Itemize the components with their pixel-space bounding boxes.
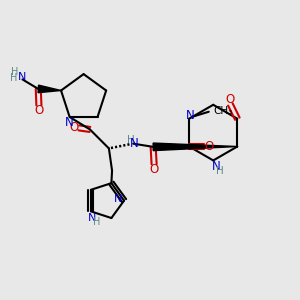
Text: N: N	[65, 116, 74, 129]
Text: CH₃: CH₃	[213, 106, 232, 116]
Text: O: O	[226, 93, 235, 106]
Text: H: H	[127, 135, 135, 145]
Text: O: O	[205, 140, 214, 153]
Text: N: N	[130, 136, 139, 149]
Polygon shape	[153, 143, 237, 151]
Text: N: N	[186, 109, 195, 122]
Text: N: N	[212, 160, 221, 172]
Text: H: H	[10, 73, 17, 82]
Text: H: H	[11, 67, 18, 76]
Text: O: O	[149, 163, 159, 176]
Polygon shape	[38, 85, 61, 93]
Text: O: O	[69, 121, 78, 134]
Text: N: N	[18, 72, 26, 82]
Text: O: O	[34, 104, 44, 117]
Text: N: N	[114, 194, 123, 204]
Text: H: H	[93, 217, 100, 227]
Text: H: H	[216, 166, 224, 176]
Text: N: N	[88, 213, 96, 223]
